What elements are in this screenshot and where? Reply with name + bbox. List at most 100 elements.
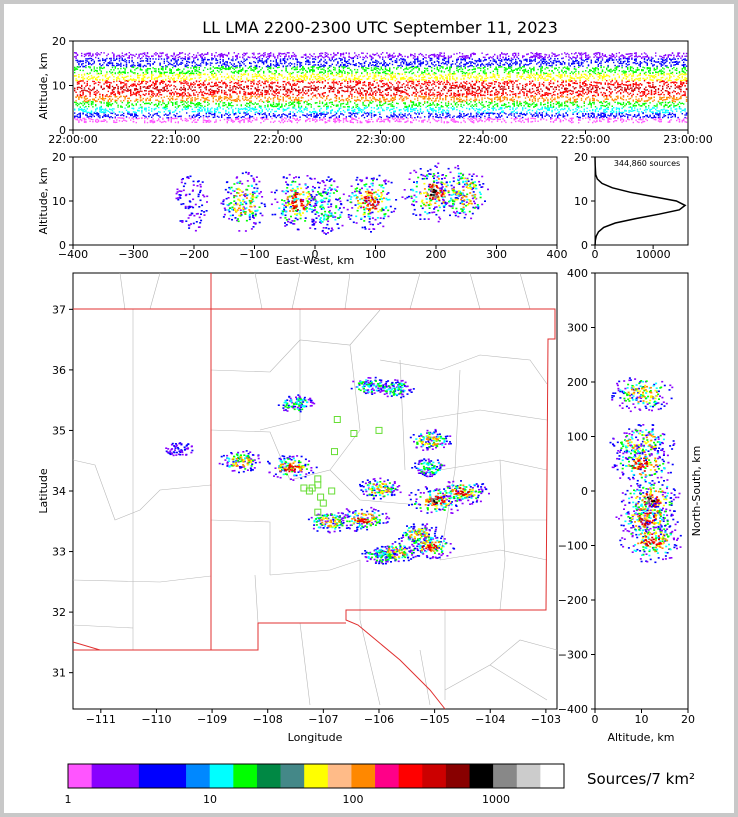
time-density-cell [131, 65, 133, 67]
time-density-cell [179, 94, 181, 96]
time-density-cell [88, 101, 90, 103]
time-density-cell [211, 59, 213, 61]
time-density-cell [82, 112, 84, 115]
time-density-cell [328, 66, 331, 68]
time-density-cell [296, 74, 298, 76]
time-density-cell [103, 62, 105, 64]
time-density-cell [81, 102, 83, 105]
time-density-cell [254, 87, 256, 89]
time-density-cell [302, 97, 304, 99]
time-density-cell [109, 97, 111, 100]
time-density-cell [155, 77, 157, 79]
time-density-cell [155, 95, 157, 97]
time-density-cell [253, 108, 255, 110]
time-density-cell [89, 89, 91, 91]
time-density-cell [359, 120, 361, 123]
time-density-cell [270, 86, 272, 89]
time-density-cell [173, 58, 175, 61]
time-density-cell [305, 86, 307, 88]
time-density-cell [260, 54, 262, 57]
time-density-cell [225, 111, 227, 113]
time-density-cell [137, 83, 139, 85]
time-density-cell [165, 67, 167, 69]
time-density-cell [268, 88, 270, 90]
time-density-cell [284, 113, 286, 116]
time-density-cell [345, 117, 347, 120]
time-density-cell [261, 61, 263, 64]
time-density-cell [211, 91, 213, 94]
time-density-cell [298, 110, 300, 112]
time-density-cell [170, 55, 172, 57]
time-density-cell [365, 69, 367, 71]
time-density-cell [176, 95, 178, 98]
time-density-cell [170, 84, 172, 86]
time-density-cell [331, 63, 333, 65]
time-density-cell [375, 71, 377, 74]
time-density-cell [106, 57, 108, 60]
time-density-cell [118, 93, 121, 95]
time-density-cell [334, 67, 336, 69]
time-density-cell [380, 78, 382, 80]
time-density-cell [274, 114, 276, 116]
time-density-cell [198, 106, 200, 109]
time-density-cell [278, 104, 280, 106]
time-density-cell [158, 106, 160, 109]
time-density-cell [230, 95, 233, 97]
time-density-cell [149, 95, 151, 98]
time-density-cell [326, 62, 328, 65]
time-density-cell [386, 98, 388, 100]
time-density-cell [243, 63, 245, 65]
time-density-cell [96, 112, 98, 114]
time-density-cell [330, 87, 332, 90]
time-density-cell [265, 60, 268, 62]
time-density-cell [180, 63, 182, 65]
time-density-cell [225, 113, 227, 115]
time-density-cell [86, 77, 88, 80]
time-density-cell [225, 78, 227, 80]
time-density-cell [211, 71, 213, 73]
time-density-cell [197, 95, 199, 98]
time-density-cell [109, 102, 111, 104]
time-density-cell [253, 66, 255, 69]
time-density-cell [139, 74, 142, 76]
time-density-cell [310, 115, 312, 117]
time-density-cell [305, 93, 307, 95]
time-density-cell [383, 96, 385, 99]
time-density-cell [144, 121, 146, 124]
time-density-cell [384, 102, 387, 104]
time-density-cell [362, 75, 364, 78]
time-density-cell [358, 76, 360, 78]
time-density-cell [314, 116, 317, 118]
time-density-cell [278, 91, 280, 93]
time-density-cell [351, 121, 353, 123]
time-density-cell [398, 54, 401, 56]
time-density-cell [200, 86, 202, 88]
time-density-cell [75, 91, 77, 93]
time-density-cell [226, 85, 228, 87]
time-density-cell [370, 109, 373, 112]
time-density-cell [166, 85, 168, 87]
time-density-cell [219, 67, 221, 69]
time-density-cell [265, 86, 268, 88]
time-density-cell [355, 104, 357, 106]
time-density-cell [242, 98, 244, 100]
time-density-cell [398, 65, 401, 67]
time-density-cell [158, 75, 160, 78]
time-density-cell [268, 54, 270, 57]
time-density-cell [223, 67, 226, 70]
time-density-cell [179, 53, 181, 55]
time-density-cell [309, 69, 311, 72]
time-density-cell [278, 107, 280, 109]
time-density-cell [298, 97, 300, 99]
time-density-cell [403, 91, 405, 93]
time-density-cell [225, 61, 227, 63]
time-density-cell [306, 86, 308, 88]
time-density-cell [320, 87, 322, 89]
time-density-cell [365, 94, 367, 96]
time-density-cell [176, 107, 178, 110]
time-density-cell [197, 59, 199, 61]
time-density-cell [243, 88, 245, 91]
time-density-cell [103, 115, 105, 117]
time-density-cell [118, 78, 121, 80]
time-density-cell [214, 67, 216, 69]
